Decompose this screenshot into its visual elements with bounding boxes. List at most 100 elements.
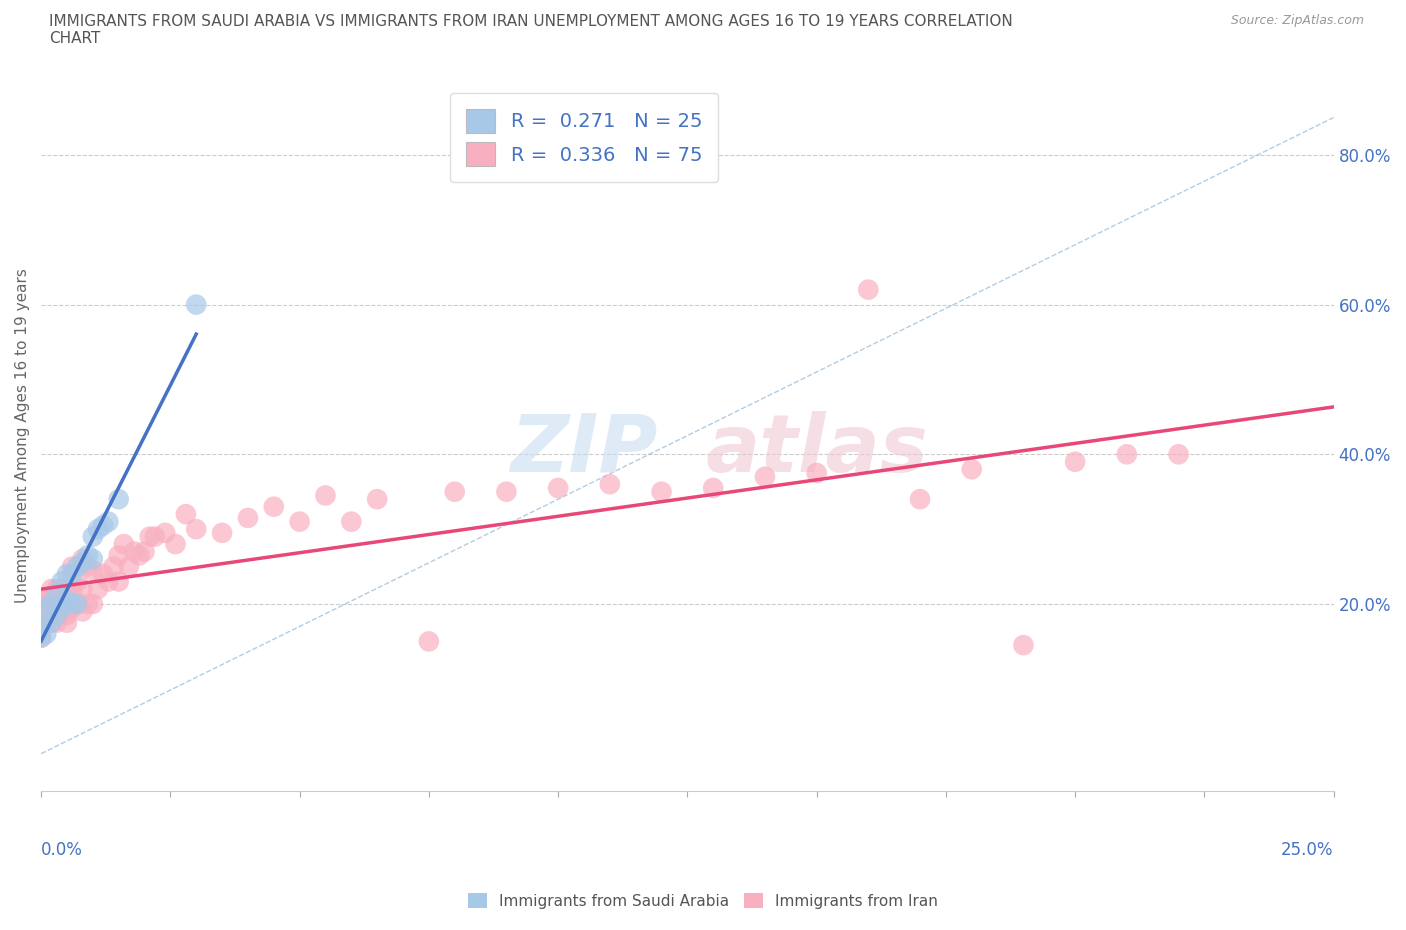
Point [72, 555, 94, 570]
Point [45, 600, 67, 615]
Point [41, 581, 63, 596]
Point [702, 481, 724, 496]
Y-axis label: Unemployment Among Ages 16 to 19 years: Unemployment Among Ages 16 to 19 years [15, 268, 30, 603]
Point [51, 600, 73, 615]
Point [107, 548, 129, 563]
Point [547, 481, 569, 496]
Point [51, 581, 73, 596]
Point [314, 488, 336, 503]
Point [288, 514, 311, 529]
Point [908, 492, 931, 507]
Point [60, 566, 83, 581]
Point [30, 631, 52, 645]
Point [66, 596, 89, 611]
Point [66, 559, 89, 574]
Point [806, 466, 828, 481]
Point [754, 470, 776, 485]
Point [56, 616, 79, 631]
Point [418, 634, 440, 649]
Point [186, 522, 208, 537]
Point [263, 499, 285, 514]
Point [87, 581, 110, 596]
Text: atlas: atlas [706, 411, 928, 489]
Point [41, 616, 63, 631]
Point [87, 522, 110, 537]
Point [107, 492, 129, 507]
Point [30, 608, 52, 623]
Point [60, 600, 83, 615]
Point [30, 592, 52, 607]
Point [45, 608, 67, 623]
Point [45, 585, 67, 600]
Point [186, 298, 208, 312]
Point [340, 514, 363, 529]
Point [60, 585, 83, 600]
Point [138, 529, 160, 544]
Text: ZIP: ZIP [510, 411, 658, 489]
Point [211, 525, 233, 540]
Point [72, 581, 94, 596]
Point [30, 623, 52, 638]
Point [236, 511, 259, 525]
Point [103, 559, 125, 574]
Point [82, 529, 104, 544]
Point [858, 282, 880, 297]
Point [1012, 638, 1035, 653]
Point [97, 514, 120, 529]
Point [91, 566, 114, 581]
Point [128, 548, 150, 563]
Point [134, 544, 156, 559]
Point [51, 596, 73, 611]
Point [35, 600, 58, 615]
Point [35, 616, 58, 631]
Point [35, 608, 58, 623]
Point [35, 627, 58, 642]
Point [1115, 446, 1137, 461]
Text: 0.0%: 0.0% [41, 841, 83, 858]
Point [1064, 455, 1087, 470]
Point [30, 600, 52, 615]
Point [66, 574, 89, 589]
Point [30, 631, 52, 645]
Point [82, 551, 104, 566]
Text: 25.0%: 25.0% [1281, 841, 1334, 858]
Point [143, 529, 166, 544]
Point [45, 616, 67, 631]
Point [1167, 446, 1189, 461]
Point [960, 462, 983, 477]
Point [118, 559, 141, 574]
Text: Source: ZipAtlas.com: Source: ZipAtlas.com [1230, 14, 1364, 27]
Point [72, 551, 94, 566]
Point [60, 559, 83, 574]
Point [35, 592, 58, 607]
Point [56, 608, 79, 623]
Point [599, 477, 621, 492]
Point [82, 563, 104, 578]
Point [495, 485, 517, 499]
Point [443, 485, 465, 499]
Point [56, 592, 79, 607]
Point [51, 574, 73, 589]
Point [66, 596, 89, 611]
Point [366, 492, 388, 507]
Point [41, 596, 63, 611]
Point [97, 574, 120, 589]
Point [174, 507, 197, 522]
Point [153, 525, 176, 540]
Point [41, 608, 63, 623]
Point [45, 581, 67, 596]
Point [41, 616, 63, 631]
Point [30, 616, 52, 631]
Point [165, 537, 187, 551]
Point [76, 596, 98, 611]
Point [76, 548, 98, 563]
Point [60, 596, 83, 611]
Legend: R =  0.271   N = 25, R =  0.336   N = 75: R = 0.271 N = 25, R = 0.336 N = 75 [450, 93, 717, 181]
Point [56, 581, 79, 596]
Point [56, 566, 79, 581]
Point [107, 574, 129, 589]
Text: IMMIGRANTS FROM SAUDI ARABIA VS IMMIGRANTS FROM IRAN UNEMPLOYMENT AMONG AGES 16 : IMMIGRANTS FROM SAUDI ARABIA VS IMMIGRAN… [49, 14, 1012, 46]
Point [82, 596, 104, 611]
Point [41, 589, 63, 604]
Point [30, 619, 52, 634]
